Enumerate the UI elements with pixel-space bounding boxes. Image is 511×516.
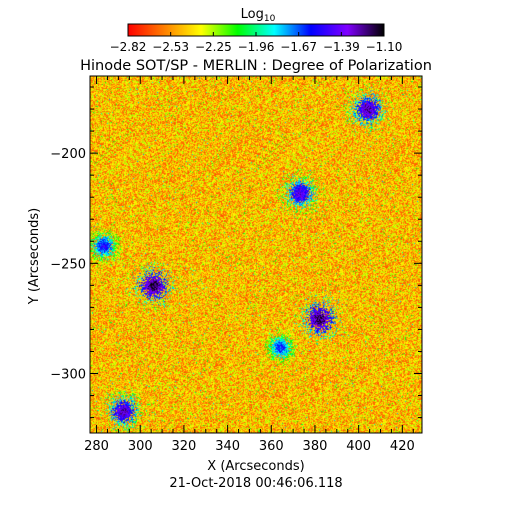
x-tick-label: 300 [128, 439, 153, 454]
x-axis: 280 300 320 340 360 380 400 420 [84, 76, 415, 454]
chart-title: Hinode SOT/SP - MERLIN : Degree of Polar… [80, 58, 432, 74]
colorbar-ticks: −2.82 −2.53 −2.25 −1.96 −1.67 −1.39 −1.10 [110, 32, 403, 54]
colorbar-tick-label: −2.82 [110, 40, 147, 54]
colorbar-tick-label: −1.39 [323, 40, 360, 54]
heatmap-image [90, 76, 422, 433]
y-tick-label: −250 [50, 257, 86, 272]
polarization-map [90, 76, 422, 433]
x-tick-label: 380 [303, 439, 328, 454]
colorbar-label-subscript: 10 [264, 14, 276, 24]
y-axis: −300 −250 −200 [50, 86, 422, 419]
x-tick-label: 280 [84, 439, 109, 454]
x-tick-label: 320 [172, 439, 197, 454]
x-tick-label: 340 [215, 439, 240, 454]
x-tick-label: 360 [259, 439, 284, 454]
y-tick-label: −200 [50, 147, 86, 162]
x-tick-label: 420 [390, 439, 415, 454]
timestamp: 21-Oct-2018 00:46:06.118 [169, 476, 342, 491]
plot-frame [89, 75, 423, 434]
x-tick-label: 400 [346, 439, 371, 454]
colorbar-tick-label: −1.10 [366, 40, 403, 54]
colorbar-tick-label: −2.25 [195, 40, 232, 54]
y-axis-label: Y (Arcseconds) [27, 208, 42, 305]
colorbar-tick-label: −2.53 [152, 40, 189, 54]
colorbar-tick-label: −1.67 [280, 40, 317, 54]
colorbar-tick-label: −1.96 [238, 40, 275, 54]
x-axis-label: X (Arcseconds) [207, 459, 304, 474]
colorbar-label: Log10 [241, 7, 276, 24]
y-tick-label: −300 [50, 368, 86, 383]
